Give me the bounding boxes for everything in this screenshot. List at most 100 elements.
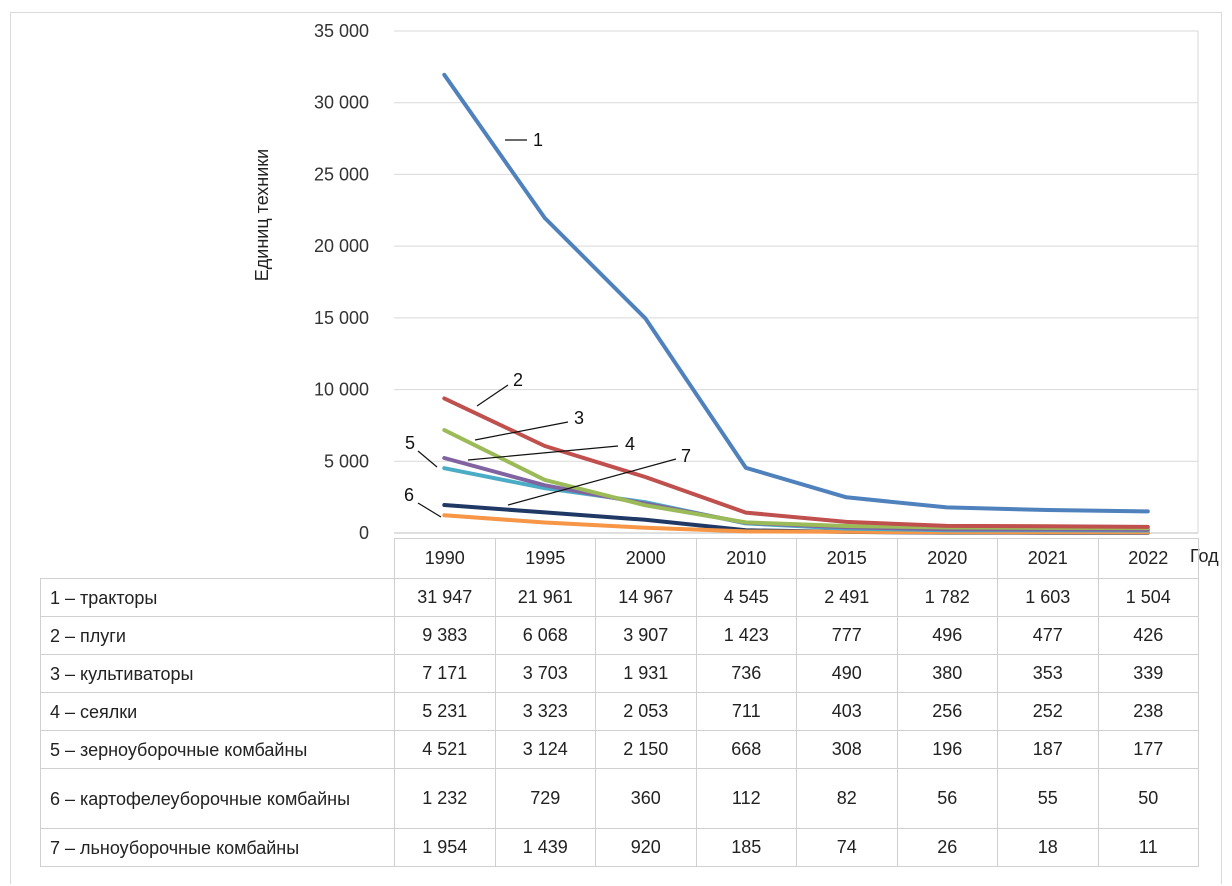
y-tick-label: 20 000 <box>314 236 369 256</box>
data-label: 177 <box>1097 730 1199 769</box>
data-label: 26 <box>896 828 998 867</box>
y-axis-title: Единиц техники <box>252 149 272 281</box>
callout-leader-2 <box>476 384 509 407</box>
data-label: 74 <box>796 828 898 867</box>
data-label: 477 <box>997 616 1099 655</box>
table-row: 3 – культиваторы 7 171 3 703 1 931 736 490 380… <box>40 654 1199 693</box>
y-tick-label: 5 000 <box>324 451 369 471</box>
data-label: 238 <box>1097 692 1199 731</box>
data-label: 82 <box>796 768 898 829</box>
data-label: 353 <box>997 654 1099 693</box>
x-tick-label: 1990 <box>394 538 496 579</box>
data-label: 1 504 <box>1097 578 1199 617</box>
data-label: 1 423 <box>695 616 797 655</box>
data-label: 185 <box>695 828 797 867</box>
data-label: 50 <box>1097 768 1199 829</box>
data-label: 4 545 <box>695 578 797 617</box>
series-name-3: 3 – культиваторы <box>40 654 395 693</box>
data-label: 3 124 <box>494 730 596 769</box>
series-name-1: 1 – тракторы <box>40 578 395 617</box>
series-name-5: 5 – зерноуборочные комбайны <box>40 730 395 769</box>
data-label: 5 231 <box>394 692 496 731</box>
data-label: 777 <box>796 616 898 655</box>
data-label: 426 <box>1097 616 1199 655</box>
data-label: 3 703 <box>494 654 596 693</box>
x-tick-label: 1995 <box>494 538 596 579</box>
callout-label-5: 5 <box>405 433 415 453</box>
data-label: 56 <box>896 768 998 829</box>
series-callouts: 1 2 3 4 5 6 7 <box>404 130 691 518</box>
series-name-4: 4 – сеялки <box>40 692 395 731</box>
data-label: 256 <box>896 692 998 731</box>
data-label: 187 <box>997 730 1099 769</box>
table-row: 4 – сеялки 5 231 3 323 2 053 711 403 256 252 238 <box>40 692 1199 731</box>
y-tick-label: 15 000 <box>314 308 369 328</box>
table-row: 5 – зерноуборочные комбайны 4 521 3 124 2 1… <box>40 730 1199 769</box>
x-tick-label: 2022 <box>1097 538 1199 579</box>
data-label: 490 <box>796 654 898 693</box>
callout-leader-3 <box>474 421 569 441</box>
data-label: 1 782 <box>896 578 998 617</box>
table-row: 7 – льноуборочные комбайны 1 954 1 439 920 1… <box>40 828 1199 867</box>
callout-label-4: 4 <box>625 434 635 454</box>
table-corner <box>41 539 395 579</box>
series-line-1 <box>442 72 1150 514</box>
data-label: 1 439 <box>494 828 596 867</box>
gridlines <box>394 30 1199 534</box>
y-axis-ticks: 0 5 000 10 000 15 000 20 000 25 000 30 000 35 0… <box>314 21 369 543</box>
data-label: 380 <box>896 654 998 693</box>
data-label: 2 053 <box>595 692 697 731</box>
data-label: 736 <box>695 654 797 693</box>
data-label: 711 <box>695 692 797 731</box>
callout-leader-5 <box>417 450 438 468</box>
series-name-6: 6 – картофелеуборочные комбайны <box>40 768 395 829</box>
y-tick-label: 30 000 <box>314 93 369 113</box>
y-tick-label: 35 000 <box>314 21 369 41</box>
callout-label-2: 2 <box>513 370 523 390</box>
data-label: 920 <box>595 828 697 867</box>
data-label: 360 <box>595 768 697 829</box>
data-label: 6 068 <box>494 616 596 655</box>
callout-leader-4 <box>467 445 619 461</box>
data-label: 21 961 <box>494 578 596 617</box>
callout-leader-6 <box>417 502 442 518</box>
data-label: 252 <box>997 692 1099 731</box>
data-label: 14 967 <box>595 578 697 617</box>
series-lines <box>442 72 1150 535</box>
data-label: 55 <box>997 768 1099 829</box>
data-label: 729 <box>494 768 596 829</box>
data-label: 339 <box>1097 654 1199 693</box>
data-table: 1990 1995 2000 2010 2015 2020 2021 2022 1 – трак… <box>40 538 1199 867</box>
chart-frame <box>10 12 1222 884</box>
data-label: 2 150 <box>595 730 697 769</box>
data-label: 668 <box>695 730 797 769</box>
data-label: 496 <box>896 616 998 655</box>
data-label: 1 931 <box>595 654 697 693</box>
x-tick-label: 2000 <box>595 538 697 579</box>
data-label: 112 <box>695 768 797 829</box>
table-row: 6 – картофелеуборочные комбайны 1 232 729 3… <box>40 768 1199 829</box>
x-tick-label: 2021 <box>997 538 1099 579</box>
data-label: 196 <box>896 730 998 769</box>
series-name-2: 2 – плуги <box>40 616 395 655</box>
data-label: 4 521 <box>394 730 496 769</box>
y-tick-label: 10 000 <box>314 380 369 400</box>
callout-label-7: 7 <box>681 446 691 466</box>
data-label: 11 <box>1097 828 1199 867</box>
series-name-7: 7 – льноуборочные комбайны <box>40 828 395 867</box>
data-label: 9 383 <box>394 616 496 655</box>
table-header-row: 1990 1995 2000 2010 2015 2020 2021 2022 <box>41 538 1199 579</box>
data-label: 403 <box>796 692 898 731</box>
data-label: 308 <box>796 730 898 769</box>
data-label: 18 <box>997 828 1099 867</box>
x-tick-label: 2010 <box>695 538 797 579</box>
x-tick-label: 2015 <box>796 538 898 579</box>
x-tick-label: 2020 <box>896 538 998 579</box>
data-label: 3 907 <box>595 616 697 655</box>
data-label: 2 491 <box>796 578 898 617</box>
callout-label-1: 1 <box>533 130 543 150</box>
callout-label-6: 6 <box>404 485 414 505</box>
y-tick-label: 0 <box>359 523 369 543</box>
data-label: 3 323 <box>494 692 596 731</box>
